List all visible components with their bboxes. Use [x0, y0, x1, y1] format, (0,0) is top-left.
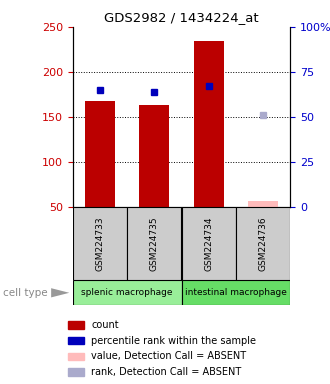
Text: splenic macrophage: splenic macrophage: [81, 288, 173, 297]
Title: GDS2982 / 1434224_at: GDS2982 / 1434224_at: [104, 11, 259, 24]
Text: rank, Detection Call = ABSENT: rank, Detection Call = ABSENT: [91, 367, 242, 377]
Bar: [85, 101, 115, 207]
Text: cell type: cell type: [3, 288, 48, 298]
Bar: [139, 105, 169, 207]
Bar: [236, 207, 290, 280]
Bar: [73, 280, 182, 305]
Bar: [68, 368, 84, 376]
Text: count: count: [91, 320, 119, 330]
Bar: [68, 337, 84, 344]
Bar: [182, 280, 290, 305]
Text: value, Detection Call = ABSENT: value, Detection Call = ABSENT: [91, 351, 247, 361]
Bar: [248, 201, 278, 207]
Text: GSM224736: GSM224736: [259, 217, 268, 271]
Bar: [127, 207, 182, 280]
Text: GSM224734: GSM224734: [204, 217, 213, 271]
Bar: [68, 353, 84, 360]
Text: intestinal macrophage: intestinal macrophage: [185, 288, 287, 297]
Bar: [68, 321, 84, 329]
Text: GSM224735: GSM224735: [150, 217, 159, 271]
Text: percentile rank within the sample: percentile rank within the sample: [91, 336, 256, 346]
Polygon shape: [51, 288, 69, 297]
Bar: [194, 41, 224, 207]
Bar: [182, 207, 236, 280]
Text: GSM224733: GSM224733: [95, 217, 104, 271]
Bar: [73, 207, 127, 280]
